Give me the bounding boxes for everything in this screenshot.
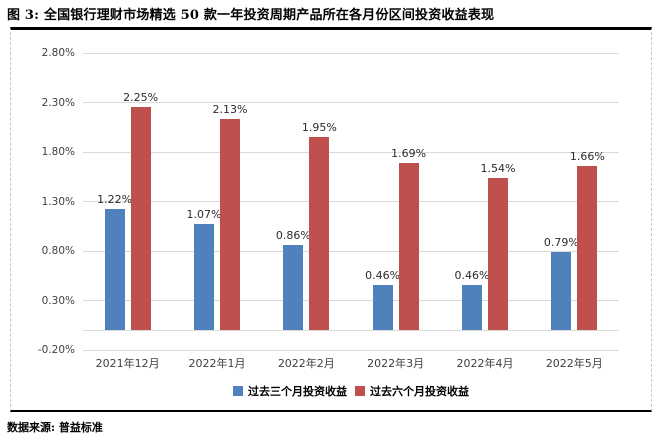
y-axis-tick-label: 1.80% xyxy=(41,146,75,158)
data-label: 1.69% xyxy=(391,146,427,160)
bar-past-6-months xyxy=(488,177,508,331)
y-axis-tick-label: 0.80% xyxy=(41,245,75,257)
gridline xyxy=(83,349,619,351)
figure-title: 图 3: 全国银行理财市场精选 50 款一年投资周期产品所在各月份区间投资收益表… xyxy=(7,8,495,23)
legend-entry: 过去六个月投资收益 xyxy=(355,383,469,399)
y-axis-tick-label: 0.30% xyxy=(41,294,75,307)
gridline xyxy=(83,201,619,202)
data-label: 0.79% xyxy=(543,235,579,249)
bar-past-6-months xyxy=(130,107,151,331)
legend: 过去三个月投资收益 过去六个月投资收益 xyxy=(83,383,619,398)
data-label: 1.54% xyxy=(480,161,516,175)
x-axis-tick-label: 2022年5月 xyxy=(545,357,603,370)
zero-axis-line xyxy=(83,329,619,331)
x-axis-tick-label: 2022年3月 xyxy=(367,357,425,370)
bar-past-6-months xyxy=(577,165,598,331)
chart-box: 1.22% 2.25% 2021年12月 1.07% 2.13% 2022年1月 0.86%… xyxy=(10,27,652,412)
data-label: 0.86% xyxy=(275,229,311,243)
data-label: 0.46% xyxy=(365,268,401,282)
legend-swatch-icon xyxy=(233,385,243,396)
legend-entry: 过去三个月投资收益 xyxy=(233,383,347,399)
legend-label: 过去六个月投资收益 xyxy=(370,384,469,398)
bar-past-3-months xyxy=(194,224,214,331)
y-axis-tick-label: 2.30% xyxy=(41,96,75,109)
gridline xyxy=(83,52,619,54)
gridline xyxy=(83,151,619,153)
gridline xyxy=(83,102,619,103)
source-note: 数据来源: 普益标准 xyxy=(7,421,103,434)
data-label: 2.25% xyxy=(123,91,159,105)
x-axis-tick-label: 2022年1月 xyxy=(188,357,246,370)
x-axis-tick-label: 2021年12月 xyxy=(95,357,160,370)
data-label: 1.66% xyxy=(569,149,605,163)
y-axis-tick-label: 2.80% xyxy=(41,47,75,59)
gridline xyxy=(83,300,619,301)
bar-past-3-months xyxy=(372,284,393,331)
bar-past-3-months xyxy=(104,209,125,331)
bar-past-6-months xyxy=(309,137,330,331)
bar-past-6-months xyxy=(398,162,419,331)
legend-label: 过去三个月投资收益 xyxy=(248,384,347,398)
data-label: 1.07% xyxy=(186,208,222,222)
data-label: 1.22% xyxy=(97,193,133,207)
x-axis-tick-label: 2022年4月 xyxy=(456,357,514,370)
bar-past-3-months xyxy=(462,284,482,331)
y-axis-tick-label: -0.20% xyxy=(37,344,75,356)
y-axis-tick-label: 1.30% xyxy=(41,195,75,208)
data-label: 2.13% xyxy=(212,103,248,117)
data-label: 0.46% xyxy=(454,268,490,282)
x-axis-tick-label: 2022年2月 xyxy=(277,357,335,370)
legend-swatch-icon xyxy=(355,385,365,396)
data-label: 1.95% xyxy=(301,121,337,135)
bar-past-3-months xyxy=(283,245,304,331)
gridline xyxy=(83,250,619,252)
bar-past-6-months xyxy=(220,119,240,331)
plot-area: 1.22% 2.25% 2021年12月 1.07% 2.13% 2022年1月 0.86%… xyxy=(83,52,619,370)
bar-past-3-months xyxy=(551,251,572,331)
